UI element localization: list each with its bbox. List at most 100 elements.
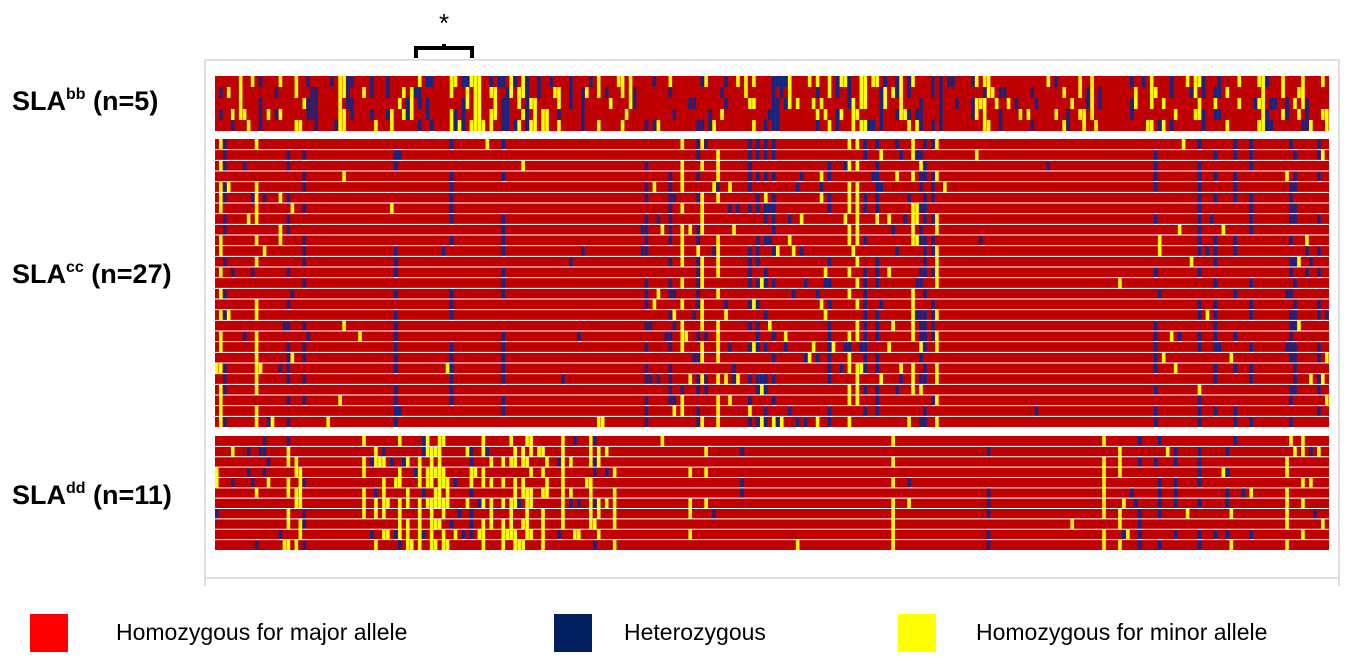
heatmap-cell <box>517 498 521 509</box>
heatmap-cell <box>604 87 609 98</box>
heatmap-cell <box>696 245 700 257</box>
heatmap-cell <box>314 109 319 120</box>
heatmap-cell <box>1325 120 1329 131</box>
heatmap-cell <box>461 120 466 131</box>
heatmap-cell <box>863 320 868 331</box>
heatmap-cell <box>509 87 513 98</box>
heatmap-cell <box>911 235 915 246</box>
heatmap-cell <box>1233 416 1238 427</box>
heatmap-cell <box>1217 76 1222 87</box>
heatmap-cell <box>218 331 223 342</box>
heatmap-cell <box>1102 487 1106 499</box>
heatmap-cell <box>441 467 446 478</box>
heatmap-cell <box>827 363 832 374</box>
heatmap-cell <box>875 192 880 203</box>
heatmap-cell <box>477 98 482 109</box>
heatmap-cell <box>493 98 498 109</box>
heatmap-cell <box>923 160 927 171</box>
heatmap-cell <box>931 120 935 131</box>
heatmap-cell <box>437 518 442 530</box>
heatmap-cell <box>748 416 752 427</box>
heatmap-cell <box>899 98 903 109</box>
heatmap-cell <box>1285 109 1289 120</box>
heatmap-cell <box>286 363 291 374</box>
heatmap-cell <box>469 446 474 457</box>
heatmap-cell <box>688 98 693 109</box>
heatmap-cell <box>748 373 752 385</box>
heatmap-cell <box>783 98 788 109</box>
heatmap-cell <box>588 456 593 468</box>
heatmap-cell <box>855 192 860 203</box>
heatmap-cell <box>382 456 386 468</box>
heatmap-cell <box>827 160 832 171</box>
heatmap-cell <box>374 539 378 550</box>
heatmap-cell <box>1217 109 1222 120</box>
heatmap-cell <box>449 373 454 385</box>
heatmap-cell <box>1149 98 1154 109</box>
heatmap-cell <box>1197 213 1202 225</box>
heatmap-cell <box>501 352 506 363</box>
heatmap-cell <box>652 76 657 87</box>
heatmap-cell <box>1261 120 1265 131</box>
heatmap-cell <box>1197 235 1202 246</box>
heatmap-cell <box>923 245 927 257</box>
heatmap-cell <box>855 320 860 331</box>
heatmap-cell <box>266 456 271 468</box>
heatmap-cell <box>696 235 700 246</box>
heatmap-cell <box>230 477 235 488</box>
heatmap-cell <box>875 320 880 331</box>
heatmap-cell <box>700 256 704 267</box>
heatmap-cell <box>748 160 752 171</box>
heatmap-cell <box>513 498 517 509</box>
heatmap-cell <box>724 373 728 385</box>
heatmap-cell <box>815 416 820 427</box>
heatmap-cell <box>935 256 939 267</box>
heatmap-cell <box>561 456 565 468</box>
heatmap-cell <box>226 87 231 98</box>
heatmap-cell <box>561 467 565 478</box>
heatmap-cell <box>656 373 661 385</box>
heatmap-cell <box>772 373 776 385</box>
heatmap-cell <box>648 373 653 385</box>
heatmap-cell <box>772 213 776 225</box>
heatmap-cell <box>891 477 895 488</box>
heatmap-cell <box>1201 120 1206 131</box>
heatmap-cell <box>907 192 911 203</box>
heatmap-cell <box>772 192 776 203</box>
heatmap-cell <box>545 487 549 499</box>
heatmap-cell <box>382 529 386 540</box>
heatmap-cell <box>764 192 768 203</box>
heatmap-cell <box>230 267 235 278</box>
heatmap-cell <box>986 498 991 509</box>
heatmap-cell <box>923 203 927 214</box>
heatmap-cell <box>827 331 832 342</box>
heatmap-cell <box>1090 109 1094 120</box>
heatmap-cell <box>362 498 366 509</box>
heatmap-cell <box>557 109 561 120</box>
heatmap-cell <box>783 76 788 87</box>
heatmap-cell <box>1249 149 1254 161</box>
heatmap-cell <box>286 456 291 468</box>
heatmap-cell <box>1034 405 1039 417</box>
heatmap-cell <box>871 171 876 182</box>
heatmap-cell <box>1213 109 1218 120</box>
heatmap-cell <box>218 235 223 246</box>
heatmap-cell <box>501 235 506 246</box>
heatmap-cell <box>700 139 704 150</box>
heatmap-cell <box>700 299 704 310</box>
heatmap-cell <box>481 446 486 457</box>
group-label-bb: SLAbb (n=5) <box>12 86 159 116</box>
heatmap-cell <box>839 109 844 120</box>
heatmap-cell <box>728 395 732 406</box>
heatmap-cell <box>764 373 768 385</box>
heatmap-cell <box>1153 363 1158 374</box>
heatmap-cell <box>417 456 422 468</box>
heatmap-cell <box>505 87 510 98</box>
heatmap-cell <box>1265 76 1269 87</box>
heatmap-cell <box>704 139 708 150</box>
heatmap-cell <box>827 192 832 203</box>
heatmap-cell <box>398 529 402 540</box>
heatmap-cell <box>290 203 295 214</box>
heatmap-cell <box>1130 109 1134 120</box>
heatmap-cell <box>756 331 760 342</box>
